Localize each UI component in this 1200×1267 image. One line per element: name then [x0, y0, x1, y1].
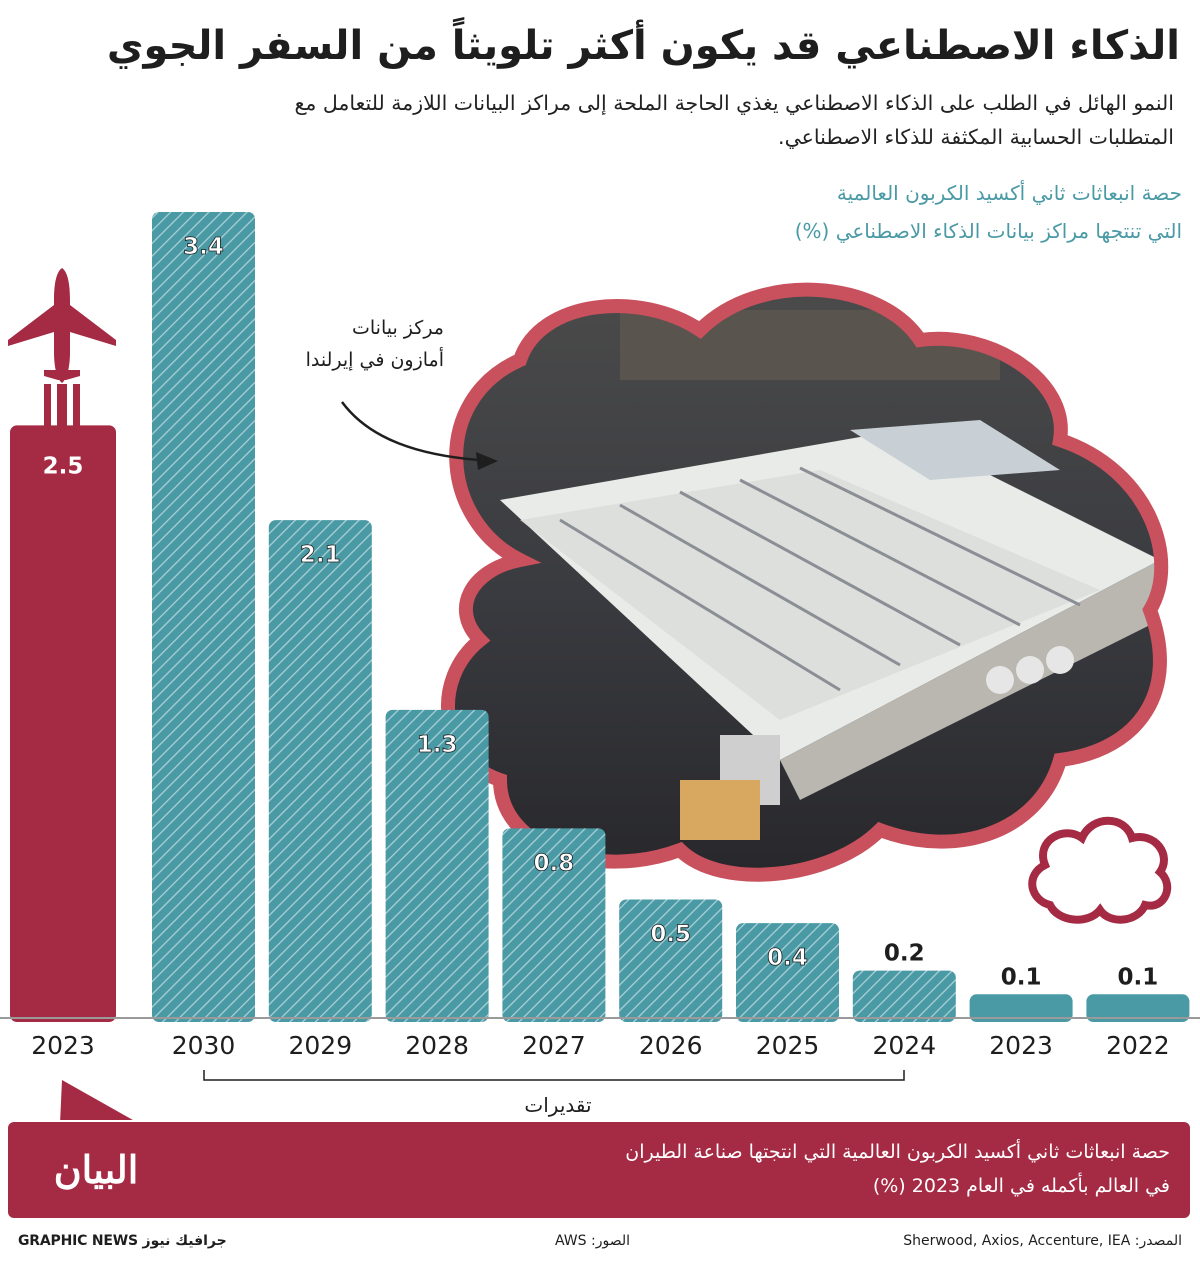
bar-chart: 3.4 2030 2.1 2029 1.3 2028 0.8 2027 0.5 2026 0.4 20…: [0, 212, 1200, 1120]
chart-caption-line-1: حصة انبعاثات ثاني أكسيد الكربون العالمية: [836, 181, 1182, 205]
callout-arrowhead: [476, 452, 498, 470]
estimates-label: تقديرات: [524, 1093, 591, 1117]
x-tick-2025: 2025: [756, 1031, 820, 1060]
page-title: الذكاء الاصطناعي قد يكون أكثر تلويثاً من…: [106, 23, 1180, 69]
estimates-bracket: [203, 1070, 905, 1081]
x-tick-2023: 2023: [989, 1031, 1053, 1060]
banner-pointer: [60, 1080, 133, 1120]
bar-value-2029: 2.1: [300, 542, 341, 568]
bar-2023: [969, 994, 1073, 1022]
aviation-banner: [8, 1122, 1190, 1218]
bar-2030: [152, 212, 255, 1022]
bar-2024: [852, 970, 956, 1022]
datacenter-photo: [441, 282, 1169, 882]
bar-value-2030: 3.4: [183, 234, 224, 260]
chart-caption: حصة انبعاثات ثاني أكسيد الكربون العالمية…: [582, 174, 1182, 250]
logo: البيان: [53, 1147, 139, 1192]
x-tick-2024: 2024: [872, 1031, 936, 1060]
x-tick-aviation-2023: 2023: [31, 1031, 95, 1060]
bar-2029: [268, 520, 372, 1022]
bar-2027: [502, 828, 606, 1022]
callout-arrow: [340, 401, 479, 462]
bar-value-2028: 1.3: [417, 732, 458, 758]
cloud-icon: [1028, 816, 1172, 924]
bar-value-2027: 0.8: [534, 850, 575, 876]
footer-source: المصدر: Sherwood, Axios, Accenture, IEA: [903, 1233, 1182, 1249]
bar-2026: [619, 899, 723, 1022]
x-tick-2026: 2026: [639, 1031, 703, 1060]
airplane-icon: [8, 268, 116, 426]
x-tick-2030: 2030: [172, 1031, 236, 1060]
bar-value-2024: 0.2: [884, 941, 925, 967]
bar-value-2026: 0.5: [650, 921, 691, 947]
footer-photos: الصور: AWS: [554, 1233, 630, 1249]
bar-value-aviation: 2.5: [43, 453, 84, 479]
banner-line-1: حصة انبعاثات ثاني أكسيد الكربون العالمية…: [625, 1141, 1170, 1163]
callout-line-2: أمازون في إيرلندا: [305, 349, 444, 371]
bar-2025: [736, 923, 839, 1022]
bar-aviation-2023: [10, 425, 116, 1023]
banner-line-2: في العالم بأكمله في العام 2023 (%): [872, 1175, 1170, 1197]
x-tick-2029: 2029: [288, 1031, 352, 1060]
bar-value-2025: 0.4: [767, 945, 808, 971]
x-tick-2027: 2027: [522, 1031, 586, 1060]
page-subtitle: النمو الهائل في الطلب على الذكاء الاصطنا…: [294, 91, 1174, 149]
bar-2022: [1086, 994, 1190, 1022]
footer-credit: GRAPHIC NEWS جرافيك نيوز: [18, 1233, 227, 1249]
callout-line-1: مركز بيانات: [351, 317, 444, 339]
aviation-banner-text: حصة انبعاثات ثاني أكسيد الكربون العالمية…: [410, 1135, 1170, 1203]
datacenter-callout: مركز بيانات أمازون في إيرلندا: [262, 312, 444, 376]
x-tick-2022: 2022: [1106, 1031, 1170, 1060]
bar-value-2022: 0.1: [1118, 964, 1159, 990]
bar-value-2023: 0.1: [1001, 964, 1042, 990]
chart-caption-line-2: التي تنتجها مراكز بيانات الذكاء الاصطناع…: [794, 219, 1182, 243]
bar-2028: [385, 709, 489, 1022]
x-tick-2028: 2028: [405, 1031, 469, 1060]
